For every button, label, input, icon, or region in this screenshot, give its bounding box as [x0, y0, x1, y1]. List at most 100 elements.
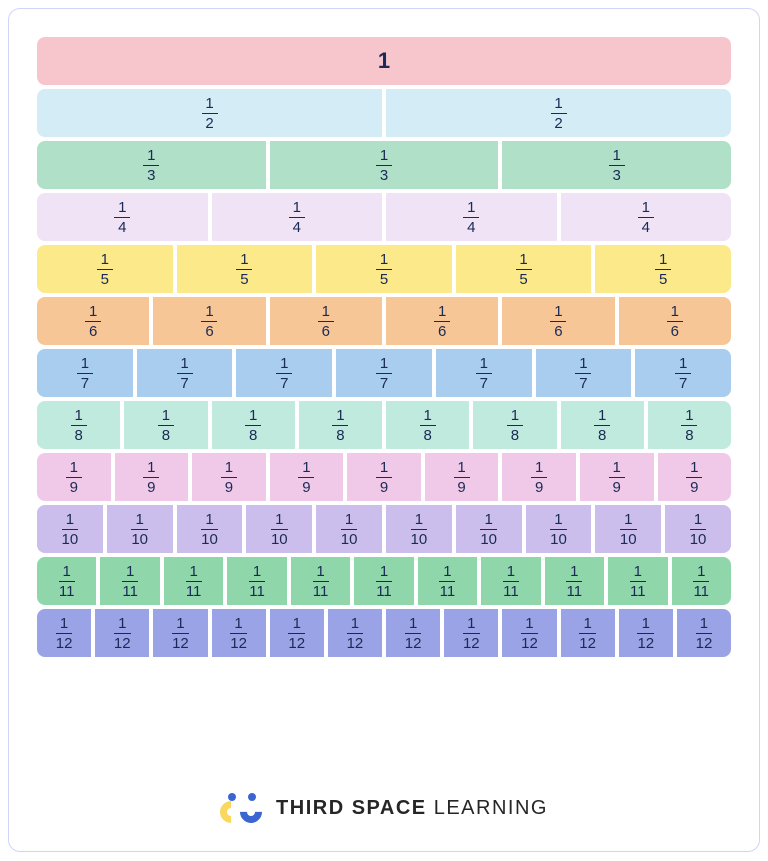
fraction-cell: 19 [270, 453, 344, 501]
fraction-label: 16 [667, 304, 683, 339]
fraction-cell: 16 [502, 297, 614, 345]
fraction-cell: 16 [270, 297, 382, 345]
fraction-row-4: 14 14 14 14 [37, 193, 731, 241]
fraction-label: 13 [376, 148, 392, 183]
fraction-label: 19 [686, 460, 702, 495]
fraction-label: 16 [434, 304, 450, 339]
fraction-label: 15 [236, 252, 252, 287]
fraction-row-9: 19 19 19 19 19 19 19 19 19 [37, 453, 731, 501]
fraction-cell: 110 [386, 505, 452, 553]
fraction-label: 15 [655, 252, 671, 287]
fraction-cell: 19 [37, 453, 111, 501]
fraction-cell: 110 [107, 505, 173, 553]
fraction-label: 111 [122, 564, 138, 599]
fraction-cell: 17 [635, 349, 731, 397]
fraction-row-8: 1818181818181818 [37, 401, 731, 449]
fraction-label: 18 [71, 408, 87, 443]
fraction-label: 14 [463, 200, 479, 235]
fraction-cell: 15 [177, 245, 313, 293]
fraction-cell: 110 [177, 505, 243, 553]
fraction-label: 16 [85, 304, 101, 339]
fraction-label: 111 [630, 564, 646, 599]
fraction-cell: 110 [316, 505, 382, 553]
fraction-cell: 1 [37, 37, 731, 85]
fraction-cell: 14 [212, 193, 383, 241]
fraction-cell: 15 [316, 245, 452, 293]
fraction-label: 18 [158, 408, 174, 443]
fraction-label: 17 [276, 356, 292, 391]
fraction-cell: 15 [456, 245, 592, 293]
fraction-cell: 111 [481, 557, 540, 605]
fraction-label: 110 [131, 512, 148, 547]
fraction-label: 12 [551, 96, 567, 131]
fraction-cell: 112 [561, 609, 615, 657]
fraction-label: 13 [143, 148, 159, 183]
fraction-row-11: 111111111111111111111111111111111 [37, 557, 731, 605]
fraction-cell: 110 [526, 505, 592, 553]
fraction-label: 112 [347, 616, 364, 651]
fraction-label: 111 [439, 564, 455, 599]
fraction-cell: 17 [336, 349, 432, 397]
fraction-cell: 111 [164, 557, 223, 605]
fraction-cell: 112 [95, 609, 149, 657]
fraction-label: 112 [463, 616, 480, 651]
fraction-cell: 111 [291, 557, 350, 605]
fraction-cell: 19 [115, 453, 189, 501]
fraction-cell: 110 [37, 505, 103, 553]
fraction-label: 110 [690, 512, 707, 547]
fraction-cell: 16 [386, 297, 498, 345]
fraction-cell: 110 [665, 505, 731, 553]
fraction-row-3: 13 13 13 [37, 141, 731, 189]
fraction-label: 16 [550, 304, 566, 339]
fraction-label: 110 [271, 512, 288, 547]
fraction-label: 19 [143, 460, 159, 495]
fraction-label: 111 [376, 564, 392, 599]
fraction-cell: 111 [227, 557, 286, 605]
fraction-cell: 19 [347, 453, 421, 501]
fraction-cell: 111 [418, 557, 477, 605]
fraction-cell: 14 [561, 193, 732, 241]
fraction-label: 15 [97, 252, 113, 287]
fraction-label: 112 [579, 616, 596, 651]
fraction-cell: 18 [473, 401, 556, 449]
fraction-label: 19 [454, 460, 470, 495]
brand-footer: THIRD SPACE LEARNING [9, 793, 759, 823]
fraction-cell: 112 [37, 609, 91, 657]
fraction-label: 19 [221, 460, 237, 495]
fraction-label: 12 [202, 96, 218, 131]
fraction-label: 16 [201, 304, 217, 339]
fraction-label: 18 [420, 408, 436, 443]
fraction-cell: 111 [672, 557, 731, 605]
fraction-label: 112 [521, 616, 538, 651]
fraction-cell: 111 [37, 557, 96, 605]
fraction-cell: 17 [37, 349, 133, 397]
fraction-cell: 112 [677, 609, 731, 657]
fraction-cell: 19 [502, 453, 576, 501]
brand-text-light: LEARNING [427, 797, 548, 819]
fraction-label: 17 [177, 356, 193, 391]
fraction-label: 19 [298, 460, 314, 495]
fraction-cell: 17 [137, 349, 233, 397]
fraction-label: 110 [411, 512, 428, 547]
fraction-wall: 1121213131314141414151515151516161616161… [37, 37, 731, 657]
fraction-label: 19 [376, 460, 392, 495]
fraction-row-2: 12 12 [37, 89, 731, 137]
fraction-cell: 111 [545, 557, 604, 605]
fraction-label: 18 [245, 408, 261, 443]
fraction-row-5: 1515151515 [37, 245, 731, 293]
fraction-label: 110 [62, 512, 79, 547]
fraction-cell: 112 [328, 609, 382, 657]
fraction-label: 19 [609, 460, 625, 495]
fraction-label: 18 [594, 408, 610, 443]
fraction-cell: 17 [536, 349, 632, 397]
fraction-label: 14 [638, 200, 654, 235]
fraction-label: 13 [609, 148, 625, 183]
fraction-label: 14 [114, 200, 130, 235]
fraction-row-12: 112112112112112112112112112112112112 [37, 609, 731, 657]
fraction-label: 112 [230, 616, 247, 651]
brand-text-bold: THIRD SPACE [276, 797, 427, 819]
fraction-label: 111 [249, 564, 265, 599]
fraction-cell: 112 [502, 609, 556, 657]
fraction-cell: 14 [386, 193, 557, 241]
fraction-row-10: 110110110110110110110110110110 [37, 505, 731, 553]
